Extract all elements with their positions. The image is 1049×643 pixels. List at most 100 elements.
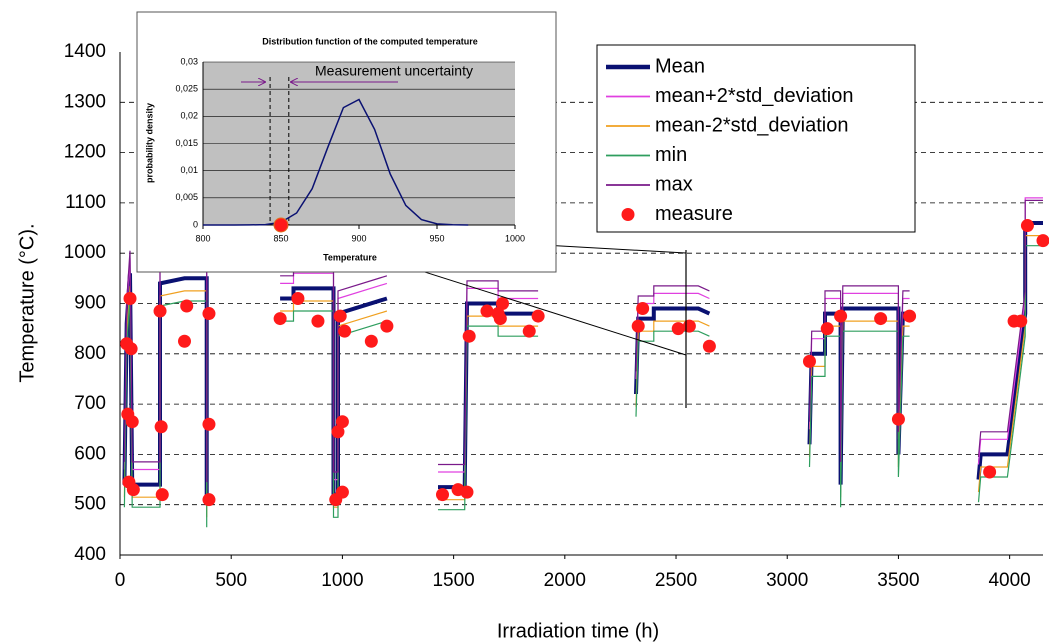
measure-point: [153, 304, 167, 318]
measure-point: [802, 354, 816, 368]
legend-marker: [621, 208, 635, 221]
measure-point: [891, 412, 905, 426]
measure-point: [364, 334, 378, 348]
y-axis-label: Temperature (°C).: [16, 223, 38, 382]
y-tick-label: 500: [74, 494, 106, 515]
measure-point: [335, 485, 349, 499]
y-tick-label: 0,025: [175, 84, 198, 94]
y-tick-label: 0,005: [175, 192, 198, 202]
y-tick-label: 1200: [64, 142, 106, 163]
legend-label: measure: [655, 203, 733, 225]
measure-point: [496, 297, 510, 310]
y-tick-label: 0,03: [180, 56, 198, 66]
measure-point: [522, 324, 536, 338]
measure-point: [874, 312, 888, 326]
measure-point: [380, 319, 394, 333]
legend-label: mean-2*std_deviation: [655, 114, 848, 136]
x-tick-label: 4000: [988, 570, 1030, 591]
measure-point: [631, 319, 645, 333]
measure-point: [460, 485, 474, 499]
measure-point: [202, 493, 216, 507]
y-tick-label: 700: [74, 393, 106, 414]
measure-point: [820, 322, 834, 336]
measure-point: [338, 324, 352, 338]
y-tick-label: 1400: [64, 41, 106, 62]
x-tick-label: 2500: [655, 570, 697, 591]
measure-point: [331, 425, 345, 439]
measure-point: [531, 309, 545, 323]
y-tick-label: 0,02: [180, 111, 198, 121]
measure-point: [154, 420, 168, 434]
series-line: [123, 235, 1043, 518]
measure-point: [177, 334, 191, 348]
x-tick-label: 500: [215, 570, 247, 591]
measure-point: [291, 291, 305, 305]
legend-label: mean+2*std_deviation: [655, 85, 853, 107]
measure-point: [435, 488, 449, 502]
measure-point: [311, 314, 325, 328]
x-tick-label: 1500: [432, 570, 474, 591]
y-tick-label: 1100: [65, 192, 106, 213]
measure-point: [273, 312, 287, 326]
x-tick-label: 950: [429, 233, 444, 243]
y-tick-label: 0,01: [180, 165, 198, 175]
measure-point: [462, 329, 476, 343]
x-tick-label: 2000: [544, 570, 586, 591]
annotation: Measurement uncertainty: [315, 63, 473, 79]
measure-point: [1014, 314, 1028, 328]
y-tick-label: 1300: [64, 91, 106, 112]
inset-y-label: probability density: [144, 103, 154, 183]
y-tick-label: 1000: [64, 242, 106, 263]
x-tick-label: 3000: [766, 570, 808, 591]
inset-title: Distribution function of the computed te…: [262, 36, 478, 46]
x-tick-label: 1000: [321, 570, 363, 591]
measure-point: [202, 417, 216, 431]
measure-point: [983, 465, 997, 479]
y-tick-label: 900: [74, 293, 106, 314]
y-tick-label: 0: [193, 219, 198, 229]
x-axis-label: Irradiation time (h): [497, 620, 659, 642]
density-curve: [203, 98, 469, 226]
measure-point: [125, 415, 139, 429]
x-tick-label: 800: [195, 233, 210, 243]
legend-label: min: [655, 144, 687, 166]
measure-point: [335, 415, 349, 429]
measure-point: [333, 309, 347, 323]
measure-point: [493, 312, 507, 326]
legend-box: [596, 44, 916, 233]
measure-point: [273, 217, 289, 233]
legend-label: max: [655, 173, 693, 195]
measure-point: [202, 307, 216, 321]
y-tick-label: 0,015: [175, 138, 198, 148]
x-tick-label: 1000: [505, 233, 525, 243]
measure-point: [834, 309, 848, 323]
y-tick-label: 600: [74, 443, 106, 464]
y-tick-label: 800: [74, 343, 106, 364]
x-tick-label: 900: [351, 233, 366, 243]
series-line: [123, 199, 1043, 483]
x-tick-label: 3500: [877, 570, 919, 591]
measure-point: [1020, 219, 1034, 233]
x-tick-label: 850: [273, 233, 288, 243]
x-tick-label: 0: [115, 570, 126, 591]
measure-point: [180, 299, 194, 313]
y-tick-label: 400: [74, 544, 106, 565]
measure-point: [123, 291, 137, 305]
measure-point: [1036, 234, 1049, 248]
legend: Mean mean+2*std_deviation mean-2*std_devia…: [596, 44, 916, 233]
measure-point: [480, 304, 494, 318]
measure-point: [155, 488, 169, 502]
inset-x-label: Temperature: [323, 252, 377, 262]
legend-label: Mean: [655, 55, 705, 77]
measure-point: [903, 309, 917, 323]
measure-point: [671, 322, 685, 336]
measure-point: [682, 319, 696, 333]
inset-chart: Distribution function of the computed te…: [136, 11, 557, 273]
measure-point: [702, 339, 716, 353]
measure-point: [126, 483, 140, 497]
measure-point: [124, 342, 138, 356]
measure-point: [636, 302, 650, 316]
series-line: [123, 245, 1043, 528]
